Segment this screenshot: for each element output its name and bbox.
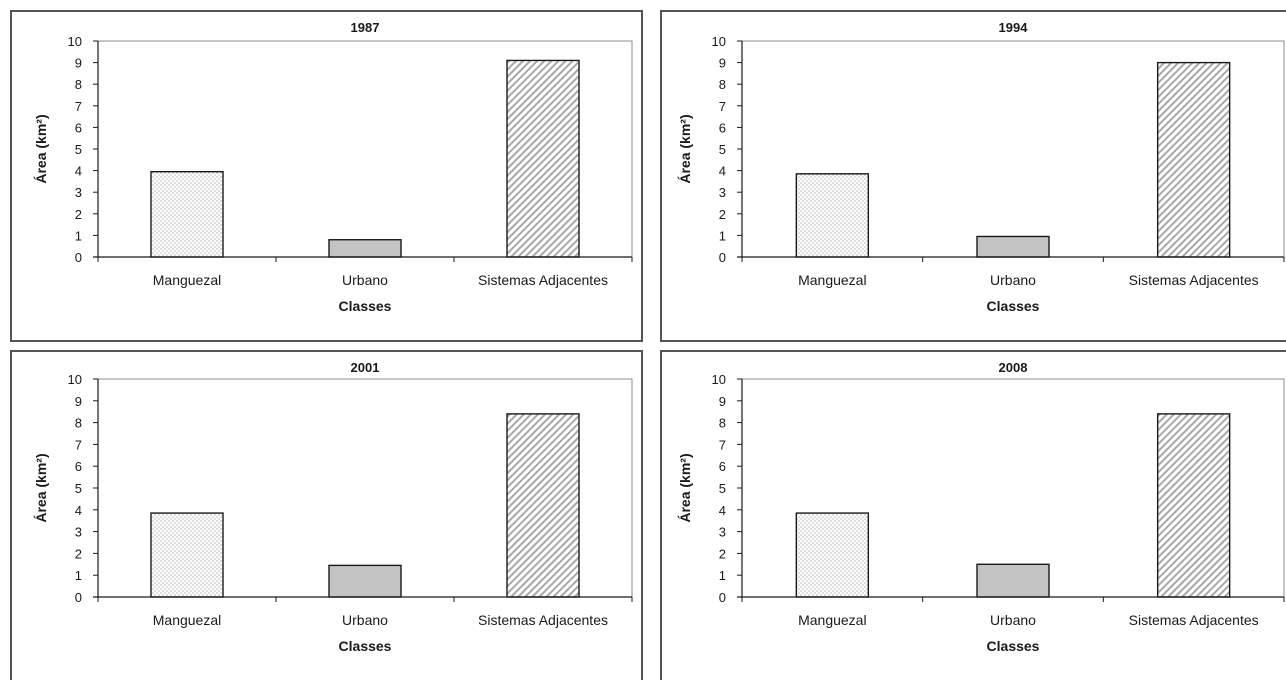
chart-panel-2008: 2008 0 1 2 3 4 5 6 7 8 9 10 Manguezal Urbano Sistemas … <box>660 350 1286 680</box>
y-tick-label: 8 <box>75 416 82 431</box>
y-axis-title: Área (km²) <box>677 114 693 183</box>
bar-manguezal <box>795 512 870 598</box>
y-tick-label: 1 <box>719 228 726 243</box>
y-tick-label: 0 <box>719 250 726 265</box>
x-tick-label-urbano: Urbano <box>990 612 1036 628</box>
y-tick-label: 5 <box>719 142 726 157</box>
x-tick-label-urbano: Urbano <box>990 272 1036 288</box>
x-tick-label-manguezal: Manguezal <box>798 272 867 288</box>
y-tick-label: 4 <box>719 503 726 518</box>
chart-panel-1994: 1994 0 1 2 3 4 5 6 7 8 9 10 Manguezal Urbano Sistemas … <box>660 10 1286 342</box>
y-tick-label: 2 <box>75 207 82 222</box>
y-tick-label: 5 <box>75 142 82 157</box>
chart-title: 1987 <box>351 20 380 35</box>
bar-urbano <box>328 239 402 258</box>
y-tick-label: 10 <box>68 34 82 49</box>
y-tick-label: 8 <box>719 77 726 92</box>
y-axis-title: Área (km²) <box>677 453 693 522</box>
y-tick-label: 7 <box>719 437 726 452</box>
y-tick-label: 3 <box>719 185 726 200</box>
y-tick-label: 3 <box>75 185 82 200</box>
y-tick-label: 6 <box>719 120 726 135</box>
y-tick-label: 2 <box>75 546 82 561</box>
y-tick-label: 8 <box>719 416 726 431</box>
bar-chart-1994: 1994 0 1 2 3 4 5 6 7 8 9 10 Manguezal Urbano Sistemas … <box>677 20 1285 314</box>
x-axis-title: Classes <box>339 298 392 314</box>
y-tick-label: 4 <box>719 164 726 179</box>
x-tick-label-sistemas-adjacentes: Sistemas Adjacentes <box>1129 272 1259 288</box>
y-tick-label: 2 <box>719 546 726 561</box>
y-tick-label: 1 <box>719 568 726 583</box>
chart-title: 2001 <box>351 360 380 375</box>
y-tick-label: 9 <box>75 394 82 409</box>
chart-panel-2001: 2001 0 1 2 3 4 5 6 7 8 9 10 Manguezal Urbano Sistemas … <box>10 350 643 680</box>
y-tick-label: 3 <box>75 525 82 540</box>
y-tick-label: 3 <box>719 525 726 540</box>
bar-chart-2001: 2001 0 1 2 3 4 5 6 7 8 9 10 Manguezal Urbano Sistemas … <box>33 360 633 654</box>
y-tick-label: 6 <box>75 459 82 474</box>
bar-manguezal <box>150 512 224 598</box>
x-tick-label-manguezal: Manguezal <box>798 612 867 628</box>
bar-chart-2008: 2008 0 1 2 3 4 5 6 7 8 9 10 Manguezal Urbano Sistemas … <box>677 360 1285 654</box>
x-axis-title: Classes <box>987 298 1040 314</box>
y-tick-label: 8 <box>75 77 82 92</box>
y-tick-label: 4 <box>75 164 82 179</box>
y-tick-label: 0 <box>75 250 82 265</box>
x-axis-title: Classes <box>339 638 392 654</box>
y-tick-label: 9 <box>75 56 82 71</box>
y-tick-label: 2 <box>719 207 726 222</box>
y-tick-label: 4 <box>75 503 82 518</box>
bar-sistemas-adjacentes <box>506 413 580 598</box>
chart-title: 1994 <box>999 20 1029 35</box>
y-tick-label: 0 <box>719 590 726 605</box>
x-tick-label-sistemas-adjacentes: Sistemas Adjacentes <box>1129 612 1259 628</box>
x-tick-label-manguezal: Manguezal <box>153 272 222 288</box>
y-tick-label: 10 <box>68 372 82 387</box>
chart-panel-1987: 1987 0 1 2 3 4 5 6 7 8 9 10 Manguezal Urbano Sistemas … <box>10 10 643 342</box>
y-tick-label: 9 <box>719 394 726 409</box>
bar-urbano <box>976 563 1050 598</box>
y-tick-label: 7 <box>75 437 82 452</box>
bar-sistemas-adjacentes <box>506 59 580 258</box>
y-tick-label: 10 <box>712 372 726 387</box>
bar-manguezal <box>150 170 224 258</box>
y-tick-label: 5 <box>719 481 726 496</box>
bar-sistemas-adjacentes <box>1156 61 1231 258</box>
bar-manguezal <box>795 173 870 258</box>
y-tick-label: 6 <box>719 459 726 474</box>
x-tick-label-sistemas-adjacentes: Sistemas Adjacentes <box>478 612 608 628</box>
bar-urbano <box>328 564 402 598</box>
y-axis-title: Área (km²) <box>33 114 49 183</box>
chart-title: 2008 <box>999 360 1028 375</box>
x-tick-label-manguezal: Manguezal <box>153 612 222 628</box>
y-tick-label: 7 <box>75 99 82 114</box>
bar-urbano <box>976 235 1050 258</box>
y-tick-label: 9 <box>719 56 726 71</box>
y-tick-label: 6 <box>75 120 82 135</box>
bar-chart-1987: 1987 0 1 2 3 4 5 6 7 8 9 10 Manguezal Urbano Sistemas … <box>33 20 633 314</box>
y-tick-label: 10 <box>712 34 726 49</box>
x-tick-label-urbano: Urbano <box>342 272 388 288</box>
y-tick-label: 0 <box>75 590 82 605</box>
y-tick-label: 1 <box>75 568 82 583</box>
x-tick-label-sistemas-adjacentes: Sistemas Adjacentes <box>478 272 608 288</box>
y-tick-label: 5 <box>75 481 82 496</box>
y-axis-title: Área (km²) <box>33 453 49 522</box>
y-tick-label: 7 <box>719 99 726 114</box>
x-tick-label-urbano: Urbano <box>342 612 388 628</box>
y-tick-label: 1 <box>75 228 82 243</box>
x-axis-title: Classes <box>987 638 1040 654</box>
bar-sistemas-adjacentes <box>1156 413 1231 598</box>
